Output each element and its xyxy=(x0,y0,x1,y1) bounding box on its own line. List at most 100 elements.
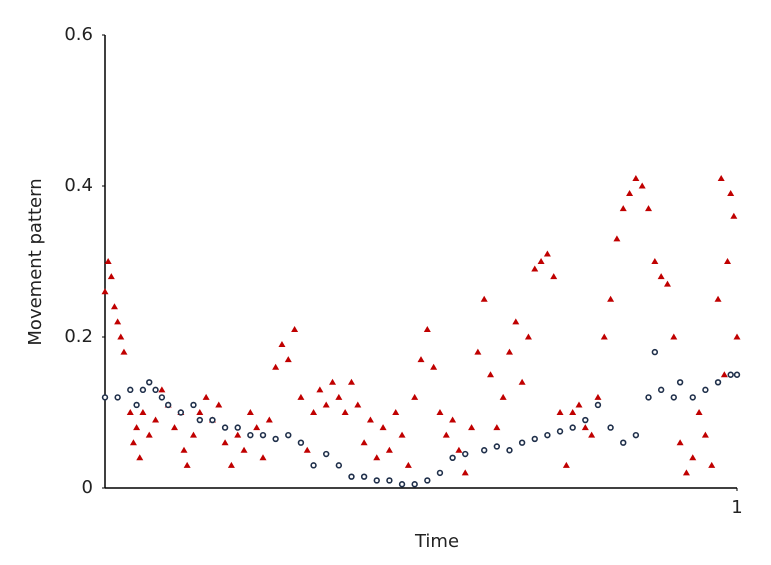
data-point xyxy=(537,258,545,264)
data-point xyxy=(569,409,577,415)
data-point xyxy=(657,386,665,394)
data-point xyxy=(221,439,229,446)
data-point xyxy=(136,454,144,461)
data-point xyxy=(506,447,513,454)
data-point xyxy=(285,431,292,439)
data-point xyxy=(531,435,538,443)
data-point xyxy=(556,409,564,415)
data-point xyxy=(708,461,716,468)
data-point xyxy=(379,424,387,431)
data-point xyxy=(360,473,368,480)
data-point xyxy=(171,424,179,431)
data-point xyxy=(556,428,564,435)
data-point xyxy=(481,447,488,454)
data-point xyxy=(133,424,141,431)
x-tick-label: 1 xyxy=(731,497,742,518)
data-point xyxy=(341,409,349,415)
data-point xyxy=(234,431,242,438)
data-point xyxy=(202,393,210,400)
data-point xyxy=(180,446,188,453)
data-point xyxy=(183,461,191,468)
data-point xyxy=(645,394,652,401)
data-point xyxy=(632,431,640,439)
data-point xyxy=(493,424,501,431)
data-point xyxy=(196,409,204,415)
data-point xyxy=(373,454,381,461)
data-point xyxy=(246,409,254,415)
data-point xyxy=(695,409,703,415)
data-point xyxy=(702,386,709,394)
data-point xyxy=(581,424,589,431)
data-point xyxy=(449,416,457,423)
data-point xyxy=(398,431,406,438)
data-point xyxy=(297,393,305,400)
data-point xyxy=(733,333,741,340)
data-point xyxy=(120,348,128,355)
data-point xyxy=(569,424,576,431)
data-point xyxy=(329,378,337,385)
data-point xyxy=(310,409,318,415)
data-point xyxy=(436,409,444,415)
data-point xyxy=(632,174,640,181)
data-point xyxy=(651,258,659,264)
data-point xyxy=(720,371,728,378)
data-point xyxy=(323,450,330,458)
data-point xyxy=(724,258,732,264)
data-point xyxy=(247,431,254,439)
data-point xyxy=(259,431,267,439)
data-point xyxy=(531,265,539,272)
data-point xyxy=(682,469,690,476)
data-point xyxy=(303,446,311,453)
data-point xyxy=(619,205,627,212)
data-point xyxy=(645,205,653,212)
data-point xyxy=(104,258,112,264)
data-point xyxy=(493,443,501,450)
data-point xyxy=(733,371,741,378)
data-point xyxy=(360,439,368,446)
data-point xyxy=(133,401,140,409)
data-point xyxy=(613,235,621,242)
data-point xyxy=(462,450,469,458)
data-point xyxy=(468,424,476,431)
data-point xyxy=(291,325,299,332)
data-point xyxy=(385,446,393,453)
data-point xyxy=(600,333,608,340)
data-point xyxy=(620,439,627,446)
data-point xyxy=(562,461,570,468)
data-point xyxy=(272,363,280,370)
data-point xyxy=(588,431,596,438)
data-point xyxy=(322,401,330,408)
data-point xyxy=(512,318,520,325)
data-point xyxy=(240,446,248,453)
data-point xyxy=(423,325,431,332)
data-point xyxy=(411,393,419,400)
data-point xyxy=(354,401,362,408)
data-point xyxy=(670,333,678,340)
data-point xyxy=(689,394,696,401)
data-point xyxy=(582,416,589,424)
data-point xyxy=(366,416,374,423)
data-point xyxy=(474,348,482,355)
data-point xyxy=(487,371,495,378)
data-point xyxy=(505,348,513,355)
data-point xyxy=(348,473,355,480)
data-point xyxy=(215,401,223,408)
data-point xyxy=(284,356,292,363)
data-point xyxy=(727,190,735,197)
data-point xyxy=(158,394,166,401)
data-point xyxy=(227,461,235,468)
data-point xyxy=(126,409,134,415)
data-point xyxy=(127,386,134,394)
data-point xyxy=(152,416,160,423)
data-point xyxy=(158,386,166,393)
data-point xyxy=(110,303,118,310)
data-point xyxy=(404,461,412,468)
data-point xyxy=(234,424,241,431)
data-point xyxy=(129,439,137,446)
data-point xyxy=(335,462,343,469)
data-point xyxy=(411,481,418,488)
data-point xyxy=(594,393,602,400)
y-tick-label: 0.6 xyxy=(64,24,93,45)
data-point xyxy=(101,288,109,295)
data-point xyxy=(442,431,450,438)
